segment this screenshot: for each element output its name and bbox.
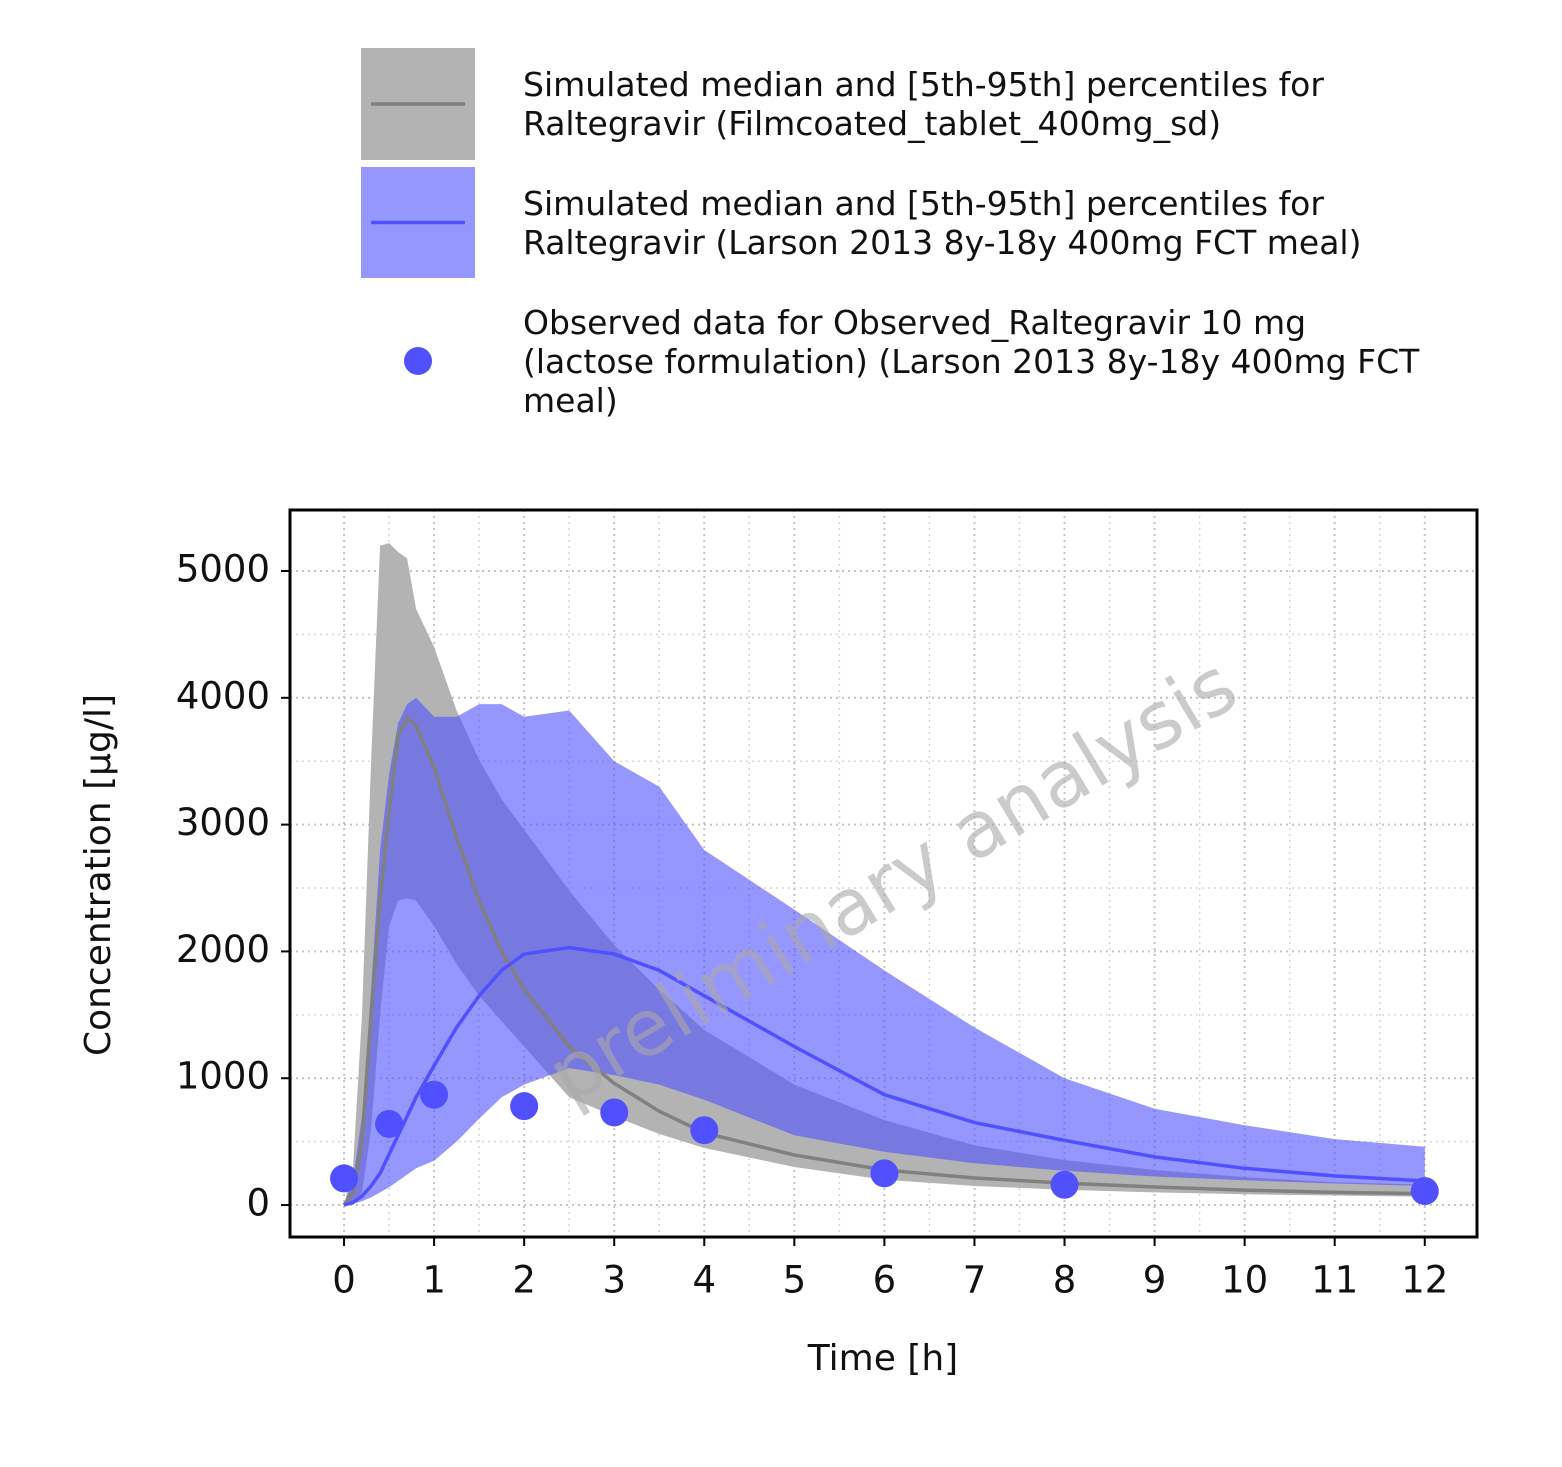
legend-entry: Observed data for Observed_Raltegravir 1… — [523, 300, 1423, 422]
observed-point — [870, 1159, 899, 1188]
x-tick-label: 5 — [783, 1259, 807, 1302]
legend-label: Observed data for Observed_Raltegravir 1… — [523, 302, 1420, 420]
y-tick-label: 5000 — [176, 547, 270, 590]
x-tick-label: 3 — [602, 1259, 626, 1302]
y-tick-label: 0 — [246, 1182, 270, 1225]
observed-point — [510, 1092, 539, 1121]
percentile-band — [344, 697, 1425, 1205]
x-tick-label: 6 — [873, 1259, 897, 1302]
observed-point — [1050, 1170, 1079, 1199]
median-line — [343, 945, 1425, 1207]
x-tick-label: 7 — [963, 1259, 987, 1302]
observed-point — [690, 1116, 719, 1145]
x-tick-label: 8 — [1053, 1259, 1077, 1302]
y-axis-title: Concentration [µg/l] — [78, 694, 119, 1056]
x-tick-label: 12 — [1401, 1259, 1448, 1302]
observed-point — [600, 1098, 629, 1127]
observed-point — [420, 1080, 449, 1109]
x-tick-label: 10 — [1221, 1259, 1268, 1302]
observed-point — [1410, 1177, 1439, 1206]
legend-symbol — [404, 347, 432, 375]
legend-entry: Simulated median and [5th-95th] percenti… — [523, 167, 1423, 278]
legend-entry: Simulated median and [5th-95th] percenti… — [523, 48, 1423, 160]
y-tick-label: 1000 — [176, 1055, 270, 1098]
x-tick-label: 9 — [1143, 1259, 1167, 1302]
legend-label: Simulated median and [5th-95th] percenti… — [523, 65, 1324, 143]
x-tick-label: 4 — [693, 1259, 717, 1302]
x-tick-label: 1 — [422, 1259, 446, 1302]
y-tick-label: 3000 — [176, 801, 270, 844]
observed-point — [375, 1109, 404, 1138]
x-tick-label: 11 — [1311, 1259, 1358, 1302]
x-tick-label: 2 — [512, 1259, 536, 1302]
median-line — [342, 715, 1425, 1207]
y-tick-label: 4000 — [176, 674, 270, 717]
legend-label: Simulated median and [5th-95th] percenti… — [523, 183, 1362, 262]
x-axis-title: Time [h] — [807, 1338, 958, 1379]
y-tick-label: 2000 — [176, 928, 270, 971]
x-tick-label: 0 — [332, 1259, 356, 1302]
observed-point — [330, 1164, 359, 1193]
